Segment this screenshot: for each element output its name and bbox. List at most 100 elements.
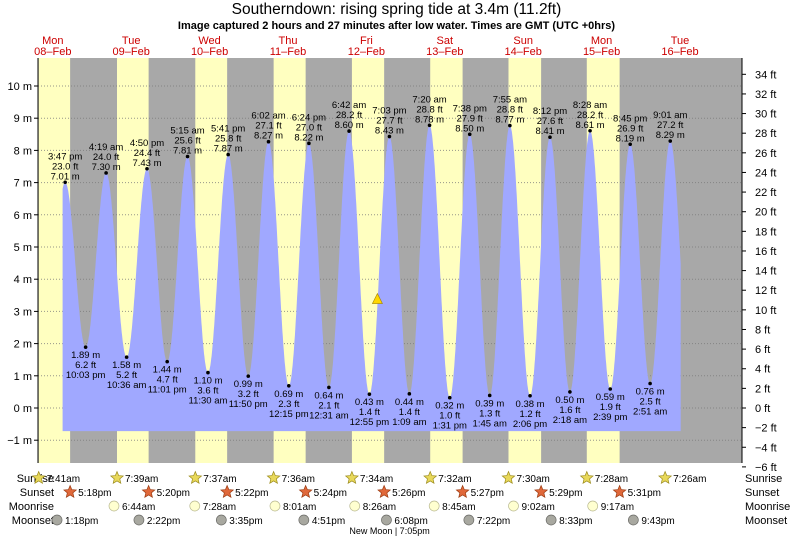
y-tick-label-ft: 16 ft [755, 246, 776, 258]
tide-point [668, 139, 673, 143]
sunrise-time: 7:41am [47, 474, 80, 485]
moonrise-time: 7:28am [203, 502, 236, 513]
tide-label-text: 7.01 m [51, 171, 80, 182]
tide-label-text: 1.4 ft [359, 407, 380, 418]
moonset-icon [215, 514, 227, 526]
sunset-icon [298, 484, 313, 499]
y-tick-label-m: 6 m [14, 210, 32, 222]
tide-point [467, 132, 472, 137]
tide-label-text: 27.0 ft [296, 122, 323, 133]
tide-point [63, 180, 67, 185]
day-label: Wed [198, 35, 220, 47]
y-tick-label-ft: 18 ft [755, 226, 776, 238]
y-tick-label-m: 5 m [14, 242, 32, 254]
day-label: Sat [437, 35, 454, 47]
tide-point [287, 383, 291, 388]
sunrise-time: 7:36am [282, 474, 315, 485]
tide-label-text: 4.7 ft [157, 375, 178, 386]
y-tick-label-m: 0 m [14, 403, 32, 415]
moonrise-icon [587, 500, 599, 512]
y-tick-label-m: 4 m [14, 274, 32, 286]
sunset-row-label-right: Sunset [745, 487, 779, 499]
tide-label-text: 27.7 ft [376, 116, 403, 127]
y-tick-label-ft: 20 ft [755, 207, 776, 219]
day-label: Sun [513, 35, 533, 47]
tide-label-text: 12:31 am [309, 410, 349, 421]
sunset-icon [141, 484, 156, 499]
sunset-icon [455, 484, 470, 499]
sunrise-row-label-right: Sunrise [745, 473, 782, 485]
date-label: 08–Feb [34, 46, 71, 58]
tide-point [427, 123, 432, 128]
sunrise-time: 7:39am [125, 474, 158, 485]
tide-curve [62, 125, 681, 432]
tide-label-text: 10:03 pm [66, 370, 106, 381]
tide-label-text: 7.43 m [132, 158, 161, 169]
moonrise-icon [508, 500, 519, 512]
tide-label-text: 25.8 ft [215, 134, 242, 145]
moonrise-time: 9:17am [601, 502, 634, 513]
tide-label-text: 11:50 pm [229, 399, 268, 410]
tide-label-text: 27.9 ft [457, 113, 484, 124]
tide-label-text: 8:28 am [573, 100, 607, 111]
sunset-time: 5:29pm [549, 488, 582, 499]
y-tick-label-ft: 4 ft [755, 364, 770, 376]
moonrise-icon [108, 500, 120, 512]
sunrise-icon [423, 470, 438, 485]
tide-point [185, 154, 190, 159]
sunset-time: 5:24pm [314, 488, 347, 499]
tide-label-text: 6.2 ft [75, 360, 96, 371]
tide-point [387, 134, 392, 139]
moonrise-time: 8:45am [442, 502, 475, 513]
tide-label-text: 7.30 m [92, 162, 121, 173]
date-label: 14–Feb [505, 46, 542, 58]
tide-label-text: 8.43 m [375, 126, 404, 137]
tide-label-text: 2.1 ft [318, 400, 339, 411]
sunset-icon [220, 484, 235, 499]
tide-label-text: 8.19 m [616, 133, 645, 144]
tide-label-text: 3.2 ft [238, 389, 259, 400]
tide-label-text: 24.0 ft [93, 152, 120, 163]
sunset-icon [534, 484, 549, 499]
sunset-icon [612, 484, 627, 499]
tide-point [487, 393, 492, 398]
tide-label-text: 2:18 am [553, 415, 587, 426]
tide-label-text: 8.22 m [294, 132, 323, 143]
tide-label-text: 27.1 ft [255, 121, 282, 132]
sunrise-icon [579, 470, 594, 485]
sunrise-time: 7:30am [517, 474, 550, 485]
y-tick-label-ft: 32 ft [755, 89, 776, 101]
tide-label-text: 8:12 pm [533, 106, 567, 117]
sunset-time: 5:20pm [157, 488, 190, 499]
tide-label-text: 8:45 pm [613, 113, 647, 124]
tide-label-text: 2:51 am [633, 407, 667, 418]
sunrise-icon [266, 470, 281, 485]
moonset-row-label-right: Moonset [745, 515, 787, 527]
low-tide-label: 0.50 m1.6 ft2:18 am [553, 395, 587, 426]
y-tick-label-m: 3 m [14, 306, 32, 318]
y-tick-label-ft: 34 ft [755, 69, 776, 81]
tide-label-text: 10:36 am [107, 380, 147, 391]
tide-label-text: 8.50 m [455, 123, 484, 134]
sunset-row-label-left: Sunset [20, 487, 54, 499]
tide-label-text: 7:03 pm [372, 106, 406, 117]
tide-point [588, 128, 592, 133]
chart-title: Southerndown: rising spring tide at 3.4m… [231, 1, 562, 18]
date-label: 10–Feb [191, 46, 228, 58]
y-tick-label-ft: 2 ft [755, 383, 770, 395]
low-tide-label: 0.39 m1.3 ft1:45 am [473, 398, 507, 429]
date-label: 12–Feb [348, 46, 385, 58]
tide-label-text: 24.4 ft [134, 148, 161, 159]
y-tick-label-m: 1 m [14, 371, 32, 383]
moonset-time: 3:35pm [229, 516, 262, 527]
y-tick-label-ft: −4 ft [755, 442, 777, 454]
